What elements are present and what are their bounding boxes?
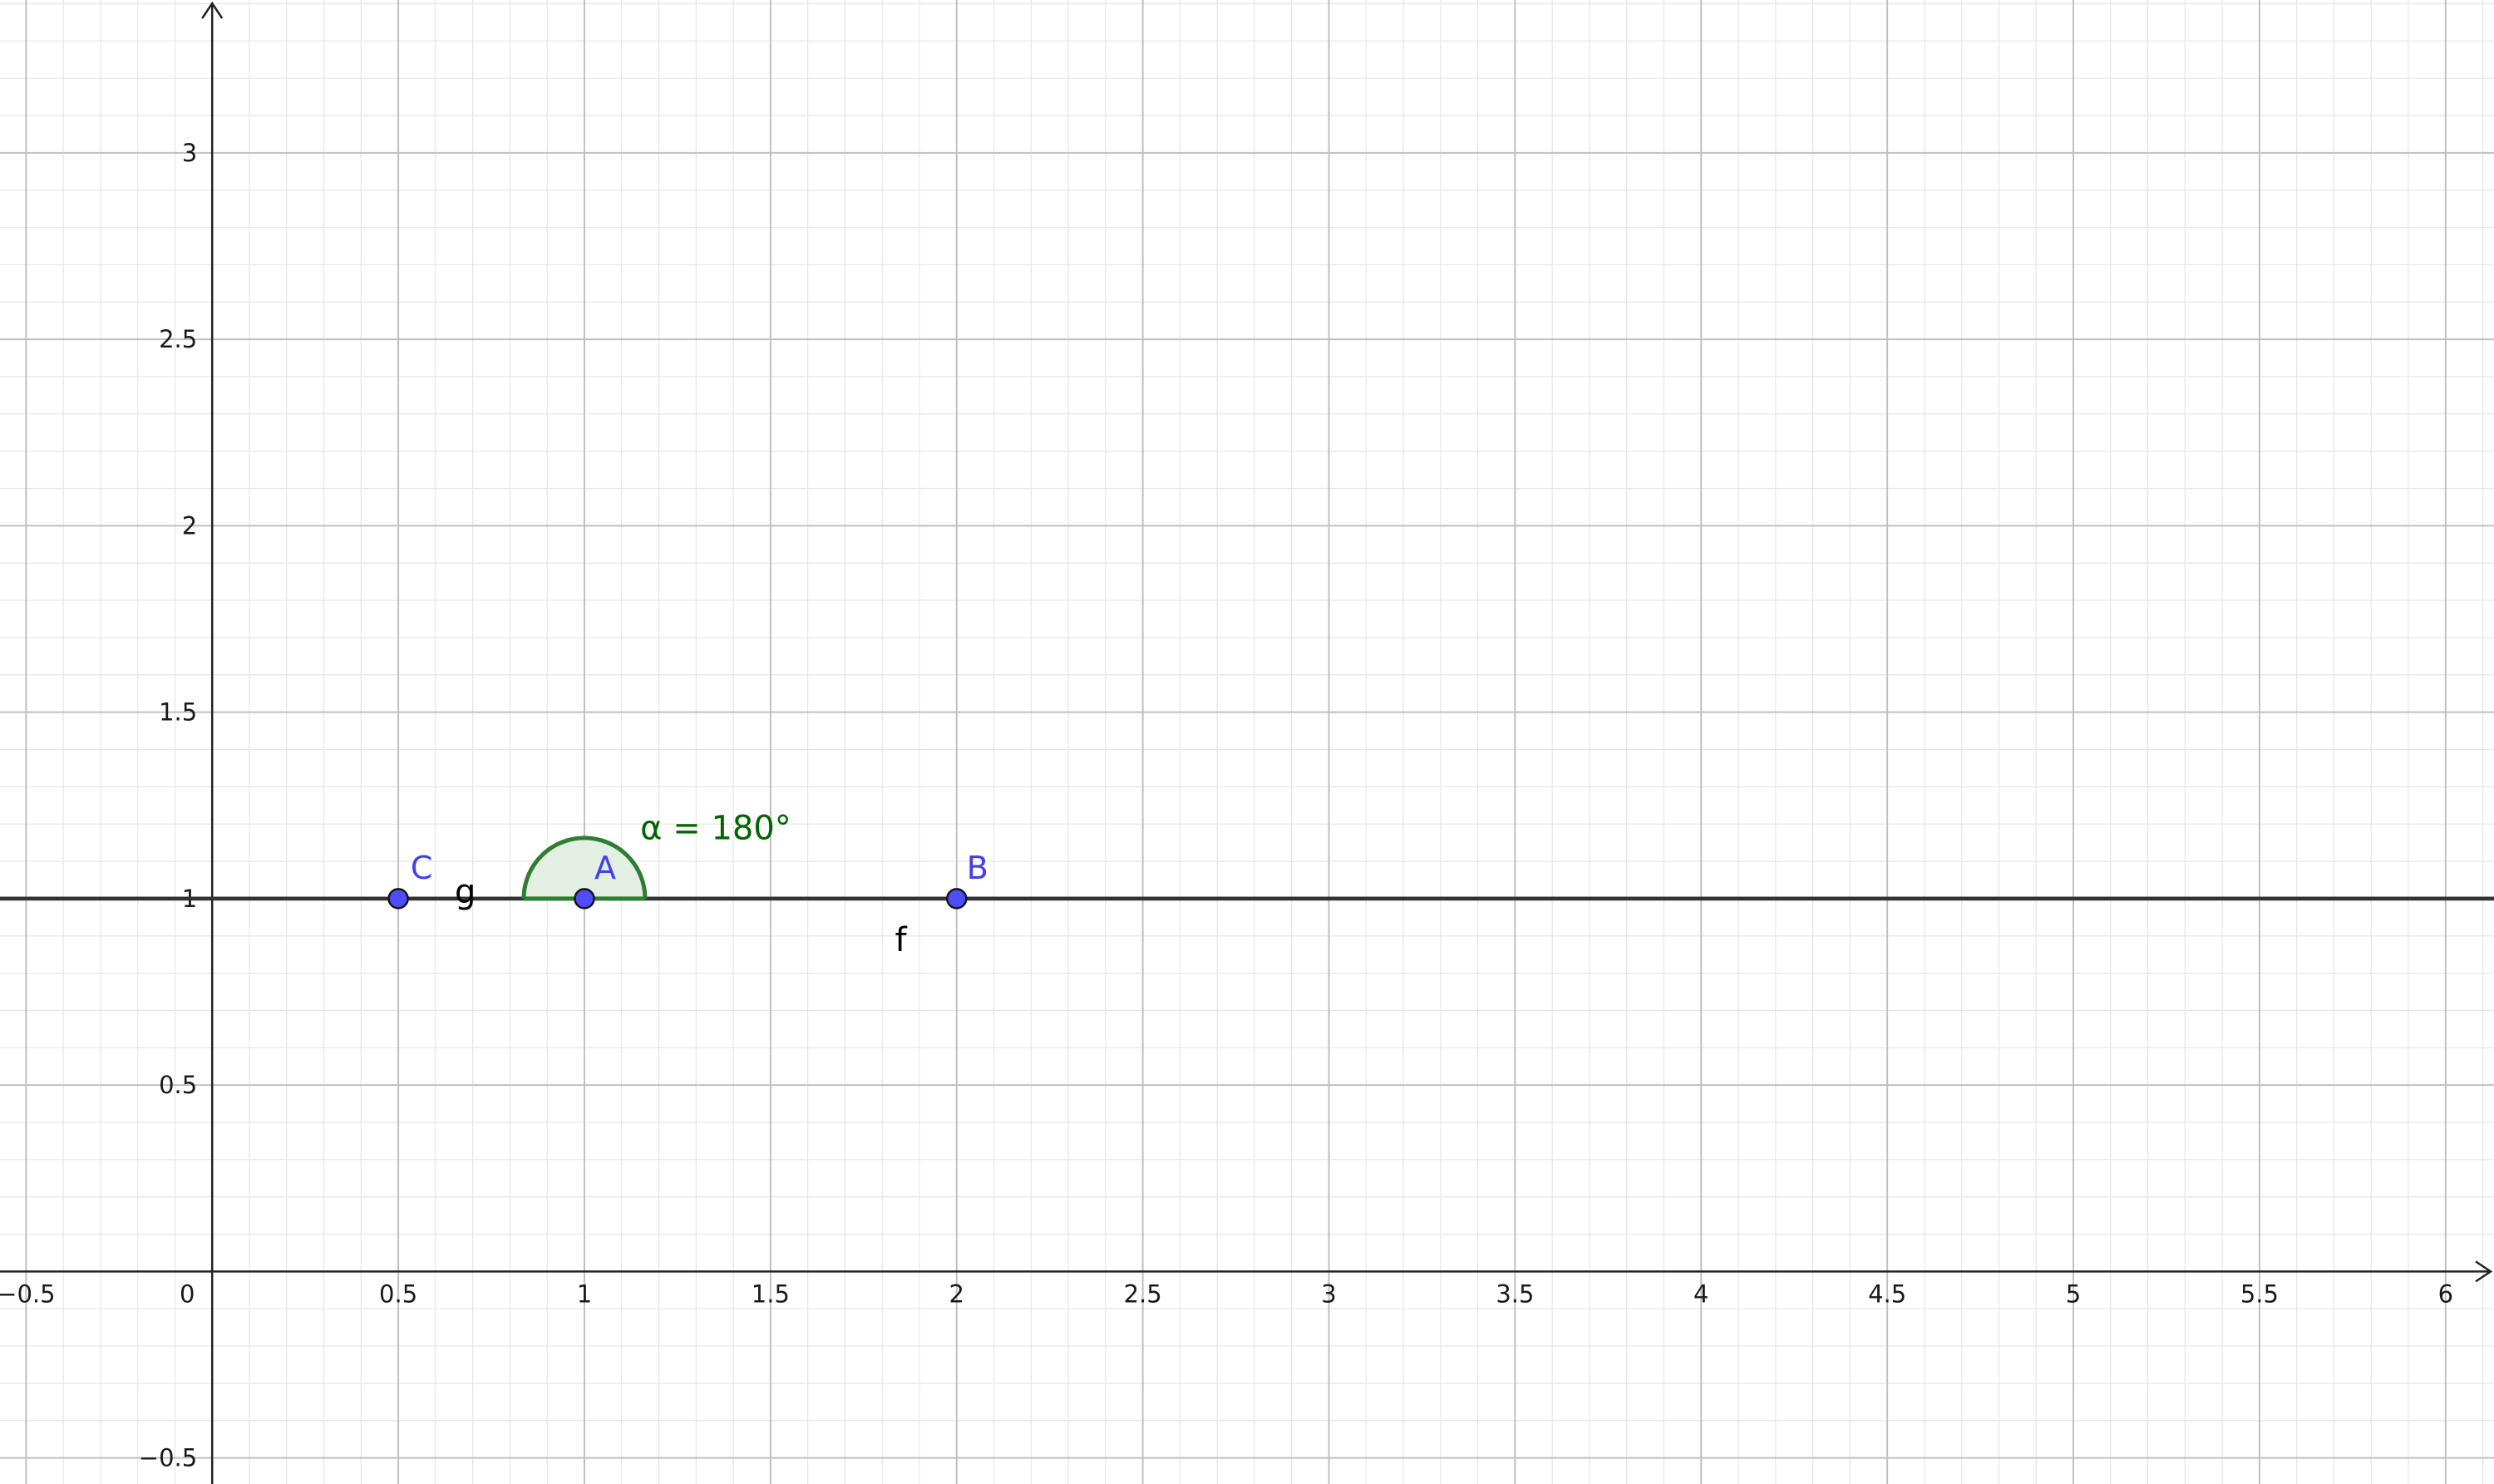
x-tick-label: 4.5: [1868, 1279, 1906, 1308]
x-tick-label: 5.5: [2240, 1279, 2279, 1308]
x-tick-label: 0: [180, 1279, 195, 1308]
y-tick-label: 0.5: [159, 1071, 197, 1099]
points[interactable]: [387, 888, 968, 910]
y-axis-arrow-icon: [201, 1, 224, 19]
y-tick-label: −0.5: [139, 1444, 197, 1472]
y-tick-label: 2: [182, 511, 197, 540]
x-tick-label: 4: [1693, 1279, 1708, 1308]
point-B[interactable]: [945, 888, 968, 910]
x-tick-label: 6: [2438, 1279, 2453, 1308]
x-tick-label: 1: [577, 1279, 592, 1308]
line-label-g: g: [455, 873, 476, 911]
x-tick-label: 3: [1321, 1279, 1336, 1308]
angle-arc[interactable]: [521, 836, 648, 899]
point-label-C: C: [411, 850, 433, 886]
y-tick-label: 3: [182, 139, 197, 167]
x-axis-arrow-icon: [2475, 1260, 2493, 1283]
x-tick-label: 3.5: [1496, 1279, 1534, 1308]
point-A[interactable]: [574, 888, 595, 910]
x-tick-label: 1.5: [752, 1279, 790, 1308]
point-C[interactable]: [387, 888, 409, 910]
y-tick-label: 2.5: [159, 325, 197, 353]
angle-label: α = 180°: [640, 810, 791, 848]
object-labels: C A Bg f α = 180°: [411, 810, 988, 960]
x-tick-label: 2: [949, 1279, 964, 1308]
x-tick-label: 5: [2066, 1279, 2081, 1308]
x-tick-label: 2.5: [1124, 1279, 1162, 1308]
y-tick-label: 1.5: [159, 698, 197, 727]
angle-sector[interactable]: [523, 837, 645, 899]
tick-labels: −0.5 0 0.5 1 1.5 2 2.5 3 3.5 4 4.5 5 5.5 6−0.50.511.5…: [0, 139, 2453, 1472]
x-tick-label: −0.5: [0, 1279, 56, 1308]
point-label-B: B: [967, 850, 988, 886]
line-label-f: f: [895, 921, 908, 959]
point-label-A: A: [594, 850, 616, 886]
x-tick-label: 0.5: [379, 1279, 417, 1308]
